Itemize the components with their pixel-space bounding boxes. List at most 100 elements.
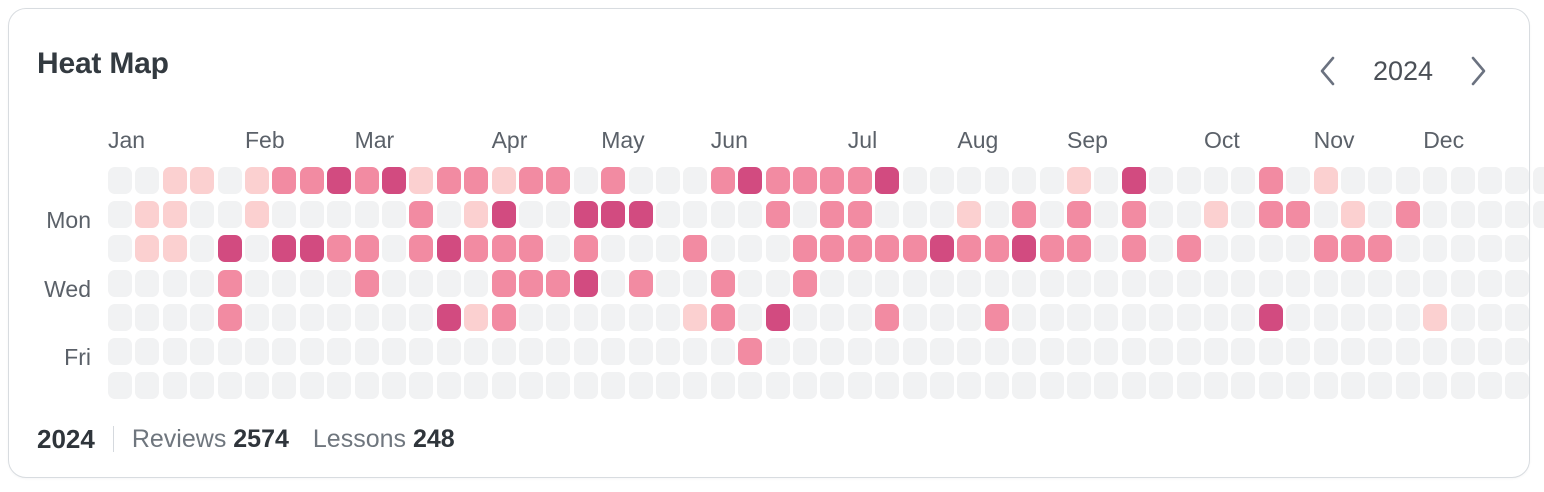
heatmap-cell[interactable] — [464, 372, 489, 400]
heatmap-cell[interactable] — [1121, 303, 1146, 331]
heatmap-cell[interactable] — [984, 167, 1009, 194]
heatmap-cell[interactable] — [217, 235, 242, 263]
heatmap-cell[interactable] — [190, 201, 215, 229]
heatmap-cell[interactable] — [847, 269, 872, 297]
heatmap-cell[interactable] — [738, 269, 763, 297]
heatmap-cell[interactable] — [108, 201, 132, 229]
heatmap-cell[interactable] — [683, 269, 708, 297]
heatmap-cell[interactable] — [930, 201, 954, 229]
heatmap-cell[interactable] — [135, 167, 160, 194]
heatmap-cell[interactable] — [409, 303, 434, 331]
heatmap-cell[interactable] — [1532, 201, 1544, 229]
heatmap-cell[interactable] — [765, 303, 790, 331]
heatmap-cell[interactable] — [902, 167, 927, 194]
heatmap-cell[interactable] — [464, 338, 489, 365]
heatmap-cell[interactable] — [1231, 372, 1256, 400]
heatmap-cell[interactable] — [327, 235, 352, 263]
heatmap-cell[interactable] — [1395, 269, 1420, 297]
heatmap-cell[interactable] — [1341, 269, 1365, 297]
heatmap-cell[interactable] — [902, 269, 927, 297]
heatmap-cell[interactable] — [683, 167, 708, 194]
heatmap-cell[interactable] — [1204, 303, 1228, 331]
heatmap-cell[interactable] — [382, 269, 406, 297]
heatmap-cell[interactable] — [519, 372, 543, 400]
heatmap-cell[interactable] — [1176, 167, 1201, 194]
heatmap-cell[interactable] — [354, 303, 379, 331]
heatmap-cell[interactable] — [1368, 235, 1393, 263]
heatmap-cell[interactable] — [738, 303, 763, 331]
heatmap-cell[interactable] — [1121, 269, 1146, 297]
heatmap-cell[interactable] — [683, 338, 708, 365]
heatmap-cell[interactable] — [1505, 167, 1530, 194]
heatmap-cell[interactable] — [519, 235, 543, 263]
heatmap-cell[interactable] — [299, 372, 324, 400]
heatmap-cell[interactable] — [409, 372, 434, 400]
heatmap-cell[interactable] — [984, 269, 1009, 297]
heatmap-cell[interactable] — [354, 235, 379, 263]
heatmap-cell[interactable] — [902, 338, 927, 365]
heatmap-cell[interactable] — [847, 303, 872, 331]
heatmap-cell[interactable] — [1368, 201, 1393, 229]
heatmap-cell[interactable] — [1286, 235, 1311, 263]
heatmap-cell[interactable] — [245, 201, 269, 229]
heatmap-cell[interactable] — [1341, 338, 1365, 365]
heatmap-cell[interactable] — [1149, 201, 1174, 229]
heatmap-cell[interactable] — [1423, 201, 1448, 229]
heatmap-cell[interactable] — [1395, 201, 1420, 229]
heatmap-cell[interactable] — [1176, 201, 1201, 229]
heatmap-cell[interactable] — [217, 338, 242, 365]
heatmap-cell[interactable] — [820, 269, 845, 297]
heatmap-cell[interactable] — [765, 372, 790, 400]
heatmap-cell[interactable] — [1121, 338, 1146, 365]
heatmap-cell[interactable] — [1313, 338, 1338, 365]
heatmap-cell[interactable] — [354, 338, 379, 365]
heatmap-cell[interactable] — [1450, 235, 1475, 263]
heatmap-cell[interactable] — [1368, 338, 1393, 365]
heatmap-cell[interactable] — [464, 269, 489, 297]
heatmap-cell[interactable] — [162, 269, 187, 297]
heatmap-cell[interactable] — [354, 201, 379, 229]
heatmap-cell[interactable] — [847, 167, 872, 194]
heatmap-cell[interactable] — [656, 167, 680, 194]
heatmap-cell[interactable] — [299, 235, 324, 263]
heatmap-cell[interactable] — [327, 269, 352, 297]
heatmap-cell[interactable] — [573, 338, 598, 365]
heatmap-cell[interactable] — [1395, 167, 1420, 194]
heatmap-cell[interactable] — [1313, 235, 1338, 263]
heatmap-cell[interactable] — [1121, 201, 1146, 229]
heatmap-cell[interactable] — [573, 235, 598, 263]
heatmap-cell[interactable] — [1286, 167, 1311, 194]
heatmap-cell[interactable] — [108, 338, 132, 365]
heatmap-cell[interactable] — [1176, 235, 1201, 263]
heatmap-cell[interactable] — [601, 338, 626, 365]
heatmap-cell[interactable] — [491, 303, 516, 331]
heatmap-cell[interactable] — [1258, 201, 1283, 229]
heatmap-cell[interactable] — [656, 303, 680, 331]
heatmap-cell[interactable] — [245, 269, 269, 297]
heatmap-cell[interactable] — [1231, 201, 1256, 229]
heatmap-cell[interactable] — [628, 372, 653, 400]
heatmap-cell[interactable] — [1094, 372, 1119, 400]
heatmap-cell[interactable] — [546, 269, 571, 297]
heatmap-grid[interactable] — [108, 167, 1544, 406]
heatmap-cell[interactable] — [847, 372, 872, 400]
heatmap-cell[interactable] — [245, 338, 269, 365]
heatmap-cell[interactable] — [1478, 167, 1502, 194]
heatmap-cell[interactable] — [1505, 201, 1530, 229]
heatmap-cell[interactable] — [135, 269, 160, 297]
heatmap-cell[interactable] — [683, 235, 708, 263]
heatmap-cell[interactable] — [710, 269, 735, 297]
heatmap-cell[interactable] — [601, 269, 626, 297]
heatmap-cell[interactable] — [656, 201, 680, 229]
chevron-left-icon[interactable] — [1307, 51, 1347, 91]
heatmap-cell[interactable] — [1286, 269, 1311, 297]
heatmap-cell[interactable] — [710, 338, 735, 365]
heatmap-cell[interactable] — [1231, 167, 1256, 194]
heatmap-cell[interactable] — [1039, 269, 1064, 297]
heatmap-cell[interactable] — [1012, 167, 1037, 194]
heatmap-cell[interactable] — [1423, 372, 1448, 400]
heatmap-cell[interactable] — [930, 269, 954, 297]
heatmap-cell[interactable] — [162, 167, 187, 194]
heatmap-cell[interactable] — [1149, 372, 1174, 400]
heatmap-cell[interactable] — [793, 338, 817, 365]
